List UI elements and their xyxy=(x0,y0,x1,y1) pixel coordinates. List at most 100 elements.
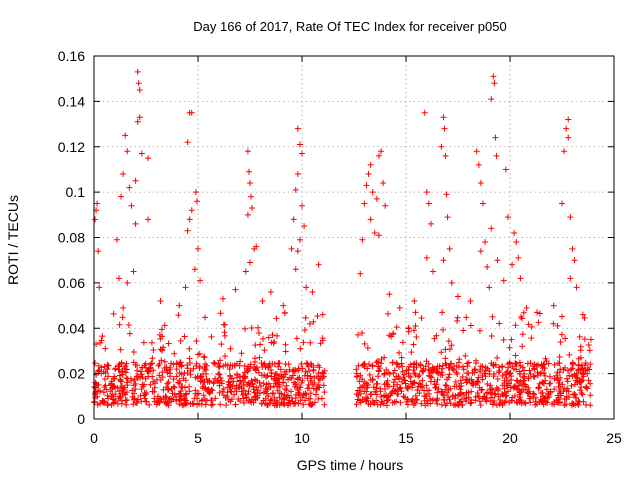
data-point xyxy=(446,371,453,378)
data-point xyxy=(181,333,188,340)
data-point xyxy=(254,378,261,384)
data-point xyxy=(468,388,475,395)
data-point xyxy=(509,363,516,370)
data-point xyxy=(317,340,324,347)
data-point xyxy=(496,320,503,327)
data-point xyxy=(553,372,560,379)
x-axis-label: GPS time / hours xyxy=(297,457,404,473)
data-point xyxy=(513,377,520,384)
data-point xyxy=(254,392,261,399)
data-point xyxy=(462,352,469,359)
data-point xyxy=(307,390,314,397)
data-point xyxy=(428,369,435,376)
data-point xyxy=(463,398,470,405)
data-point xyxy=(316,377,323,384)
data-point xyxy=(132,177,139,184)
data-point xyxy=(216,379,223,386)
data-point xyxy=(488,360,495,367)
data-point xyxy=(120,170,127,177)
data-point xyxy=(418,315,425,322)
data-point xyxy=(513,239,520,246)
data-point xyxy=(580,373,587,380)
y-tick-label: 0 xyxy=(77,411,85,427)
data-point xyxy=(465,359,472,366)
data-point xyxy=(408,349,415,356)
data-point xyxy=(550,320,557,327)
data-point xyxy=(401,377,408,384)
data-point xyxy=(381,392,388,399)
data-point xyxy=(113,236,120,243)
data-point xyxy=(228,375,235,382)
data-point xyxy=(216,364,223,371)
data-point xyxy=(314,383,321,390)
data-point xyxy=(546,380,553,387)
data-point xyxy=(149,355,156,362)
data-point xyxy=(491,80,498,87)
data-point xyxy=(110,310,117,317)
data-point xyxy=(101,384,108,391)
data-point xyxy=(186,360,193,367)
data-point xyxy=(356,378,363,385)
data-point xyxy=(375,373,382,380)
data-point xyxy=(253,243,260,250)
data-point xyxy=(473,378,480,385)
data-point xyxy=(240,395,247,402)
data-point xyxy=(393,360,400,367)
data-point xyxy=(411,298,418,305)
data-point xyxy=(439,309,446,316)
data-point xyxy=(195,245,201,252)
data-point xyxy=(252,367,259,374)
data-point xyxy=(532,394,539,401)
data-point xyxy=(188,109,195,116)
data-point xyxy=(292,381,299,388)
data-point xyxy=(499,372,506,379)
data-point xyxy=(367,391,374,398)
data-point xyxy=(271,338,278,345)
data-point xyxy=(412,400,419,407)
data-point xyxy=(303,391,310,398)
data-point xyxy=(184,139,191,146)
data-point xyxy=(112,390,119,397)
grid-lines xyxy=(94,56,614,419)
data-point xyxy=(122,132,129,139)
data-point xyxy=(385,383,392,390)
data-point xyxy=(473,148,480,155)
data-point xyxy=(116,366,123,373)
data-point xyxy=(373,195,380,202)
data-point xyxy=(108,401,115,408)
data-point xyxy=(493,402,500,409)
data-point xyxy=(212,395,219,402)
x-tick-label: 25 xyxy=(606,430,622,446)
data-point xyxy=(171,384,178,391)
data-point xyxy=(244,148,251,155)
data-point xyxy=(148,339,155,346)
data-point xyxy=(192,189,199,196)
data-point xyxy=(536,310,543,317)
data-point xyxy=(217,310,224,317)
data-point xyxy=(397,399,404,406)
data-point xyxy=(357,270,364,277)
data-point xyxy=(190,400,197,407)
data-point xyxy=(264,401,271,408)
data-point xyxy=(310,385,317,392)
data-point xyxy=(378,360,385,367)
data-point xyxy=(494,387,501,394)
data-point xyxy=(486,284,493,291)
data-point xyxy=(293,335,300,342)
data-point xyxy=(434,367,441,374)
data-point xyxy=(173,373,180,380)
data-point xyxy=(547,380,554,387)
data-point xyxy=(176,302,183,309)
data-point xyxy=(567,366,574,373)
data-point xyxy=(186,216,193,223)
data-point xyxy=(160,394,167,401)
data-point xyxy=(561,148,568,155)
data-point xyxy=(269,331,276,338)
data-point xyxy=(164,380,171,387)
data-point xyxy=(386,291,393,298)
data-point xyxy=(517,378,524,385)
data-point xyxy=(193,360,200,367)
data-point xyxy=(255,324,262,331)
data-point xyxy=(580,398,587,405)
data-point xyxy=(573,370,580,377)
